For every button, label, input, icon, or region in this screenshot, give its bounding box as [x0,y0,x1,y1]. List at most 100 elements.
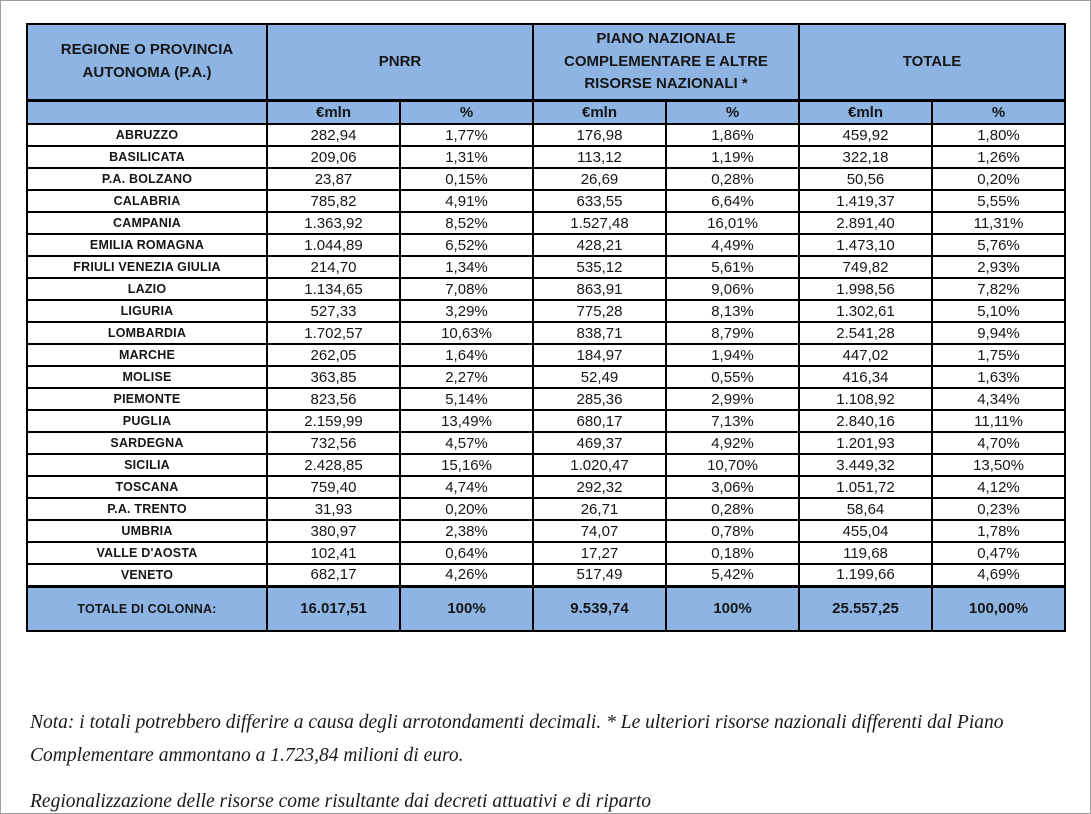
value-cell: 8,79% [665,321,800,345]
value-cell: 517,49 [532,563,667,587]
value-cell: 0,15% [399,167,534,191]
value-cell: 1,80% [931,123,1066,147]
value-cell: 2,38% [399,519,534,543]
value-cell: 26,69 [532,167,667,191]
value-cell: 3.449,32 [798,453,933,477]
subheader-empty-cell [26,99,268,125]
footnote-regionalizzazione: Regionalizzazione delle risorse come ris… [30,790,652,812]
value-cell: 52,49 [532,365,667,389]
table-body: ABRUZZO 282,94 1,77% 176,98 1,86% 459,92 1,80%… [26,123,1066,587]
value-cell: 2,99% [665,387,800,411]
value-cell: 1,26% [931,145,1066,169]
totals-pnc-pct: 100% [665,584,800,632]
value-cell: 13,49% [399,409,534,433]
value-cell: 633,55 [532,189,667,213]
table-row: MOLISE 363,85 2,27% 52,49 0,55% 416,34 1,63% [26,365,1066,389]
value-cell: 1,75% [931,343,1066,367]
value-cell: 15,16% [399,453,534,477]
value-cell: 1,34% [399,255,534,279]
value-cell: 1,64% [399,343,534,367]
value-cell: 2.840,16 [798,409,933,433]
table-row: VALLE D'AOSTA 102,41 0,64% 17,27 0,18% 119,68… [26,541,1066,565]
column-header-region: REGIONE O PROVINCIA AUTONOMA (P.A.) [26,23,268,102]
value-cell: 0,78% [665,519,800,543]
value-cell: 3,06% [665,475,800,499]
table-row: PIEMONTE 823,56 5,14% 285,36 2,99% 1.108,92 4,… [26,387,1066,411]
value-cell: 1.201,93 [798,431,933,455]
value-cell: 4,69% [931,563,1066,587]
table-header: REGIONE O PROVINCIA AUTONOMA (P.A.) PNRR… [26,23,1066,125]
region-name: MARCHE [26,343,268,367]
region-name: P.A. BOLZANO [26,167,268,191]
subheader-pnc-pct: % [665,99,800,125]
header-group-row: REGIONE O PROVINCIA AUTONOMA (P.A.) PNRR… [26,23,1066,102]
table-row: TOSCANA 759,40 4,74% 292,32 3,06% 1.051,72 4,1… [26,475,1066,499]
value-cell: 11,11% [931,409,1066,433]
value-cell: 823,56 [266,387,401,411]
table-row: LOMBARDIA 1.702,57 10,63% 838,71 8,79% 2.541,… [26,321,1066,345]
value-cell: 1,77% [399,123,534,147]
value-cell: 11,31% [931,211,1066,235]
region-name: SARDEGNA [26,431,268,455]
value-cell: 285,36 [532,387,667,411]
value-cell: 682,17 [266,563,401,587]
value-cell: 2.428,85 [266,453,401,477]
column-header-piano-nazionale: PIANO NAZIONALE COMPLEMENTARE E ALTRE RI… [532,23,800,102]
table-row: PUGLIA 2.159,99 13,49% 680,17 7,13% 2.840,16 1… [26,409,1066,433]
value-cell: 209,06 [266,145,401,169]
value-cell: 363,85 [266,365,401,389]
value-cell: 1.199,66 [798,563,933,587]
region-name: SICILIA [26,453,268,477]
value-cell: 10,63% [399,321,534,345]
subheader-totale-pct: % [931,99,1066,125]
subheader-pnc-mln: €mln [532,99,667,125]
region-name: PIEMONTE [26,387,268,411]
value-cell: 4,12% [931,475,1066,499]
table-row: P.A. TRENTO 31,93 0,20% 26,71 0,28% 58,64 0,23… [26,497,1066,521]
table-row: BASILICATA 209,06 1,31% 113,12 1,19% 322,18 1,… [26,145,1066,169]
value-cell: 1.527,48 [532,211,667,235]
value-cell: 1,63% [931,365,1066,389]
value-cell: 759,40 [266,475,401,499]
value-cell: 416,34 [798,365,933,389]
value-cell: 58,64 [798,497,933,521]
value-cell: 176,98 [532,123,667,147]
value-cell: 26,71 [532,497,667,521]
footnote-rounding: Nota: i totali potrebbero differire a ca… [30,712,1004,766]
region-name: ABRUZZO [26,123,268,147]
table-row: SARDEGNA 732,56 4,57% 469,37 4,92% 1.201,93 4,… [26,431,1066,455]
table-row: VENETO 682,17 4,26% 517,49 5,42% 1.199,66 4,69… [26,563,1066,587]
value-cell: 4,74% [399,475,534,499]
region-name: FRIULI VENEZIA GIULIA [26,255,268,279]
value-cell: 2,27% [399,365,534,389]
value-cell: 1,19% [665,145,800,169]
region-name: UMBRIA [26,519,268,543]
value-cell: 9,06% [665,277,800,301]
value-cell: 749,82 [798,255,933,279]
region-name: VENETO [26,563,268,587]
pnrr-funding-table: REGIONE O PROVINCIA AUTONOMA (P.A.) PNRR… [26,23,1066,632]
value-cell: 527,33 [266,299,401,323]
value-cell: 4,26% [399,563,534,587]
totals-label: TOTALE DI COLONNA: [26,584,268,632]
region-name: LIGURIA [26,299,268,323]
subheader-pnrr-pct: % [399,99,534,125]
value-cell: 447,02 [798,343,933,367]
value-cell: 1.702,57 [266,321,401,345]
value-cell: 1.419,37 [798,189,933,213]
value-cell: 535,12 [532,255,667,279]
value-cell: 16,01% [665,211,800,235]
table-row: MARCHE 262,05 1,64% 184,97 1,94% 447,02 1,75% [26,343,1066,367]
value-cell: 113,12 [532,145,667,169]
totals-totale-pct: 100,00% [931,584,1066,632]
value-cell: 732,56 [266,431,401,455]
value-cell: 31,93 [266,497,401,521]
value-cell: 469,37 [532,431,667,455]
value-cell: 5,76% [931,233,1066,257]
region-name: LOMBARDIA [26,321,268,345]
value-cell: 2.541,28 [798,321,933,345]
region-name: VALLE D'AOSTA [26,541,268,565]
value-cell: 7,82% [931,277,1066,301]
value-cell: 262,05 [266,343,401,367]
